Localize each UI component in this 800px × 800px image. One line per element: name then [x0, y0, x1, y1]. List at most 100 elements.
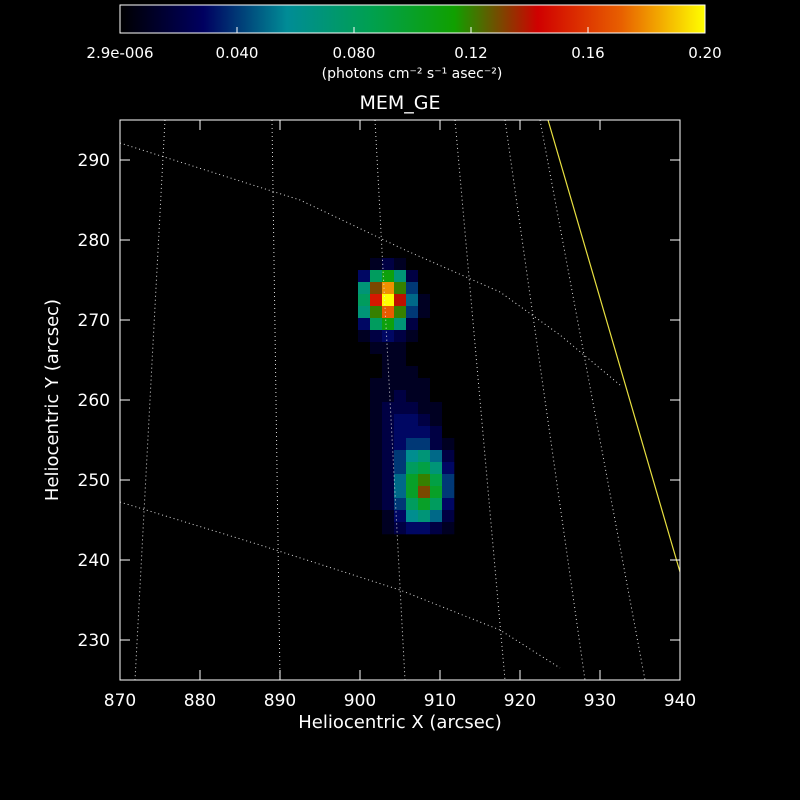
heatmap-cell	[370, 450, 383, 463]
heatmap-cell	[382, 450, 395, 463]
heatmap-cell	[394, 378, 407, 391]
heatmap-cell	[406, 378, 419, 391]
heatmap-cell	[382, 438, 395, 451]
heatmap-cell	[406, 498, 419, 511]
heatmap-cell	[370, 306, 383, 319]
heatmap-cell	[370, 426, 383, 439]
heatmap-cell	[394, 486, 407, 499]
heatmap-cell	[358, 366, 371, 379]
heatmap-cell	[370, 270, 383, 283]
heatmap-cell	[358, 522, 371, 535]
heatmap-cell	[370, 294, 383, 307]
heatmap-cell	[394, 318, 407, 331]
heatmap-cell	[430, 486, 443, 499]
heatmap-cell	[358, 510, 371, 523]
heatmap-cell	[418, 402, 431, 415]
heatmap-cell	[418, 318, 431, 331]
heatmap-cell	[394, 498, 407, 511]
heatmap-cell	[430, 354, 443, 367]
heatmap-cell	[430, 498, 443, 511]
heatmap-cell	[406, 474, 419, 487]
heatmap-cell	[358, 390, 371, 403]
x-axis-label: Heliocentric X (arcsec)	[298, 712, 501, 733]
heatmap-cell	[418, 294, 431, 307]
heatmap-cell	[418, 498, 431, 511]
heatmap-cell	[358, 270, 371, 283]
heatmap-cell	[442, 318, 455, 331]
heatmap-cell	[370, 522, 383, 535]
heatmap-cell	[370, 378, 383, 391]
heatmap-cell	[394, 294, 407, 307]
heatmap-cell	[430, 450, 443, 463]
solar-limb	[547, 119, 681, 573]
heatmap-cell	[406, 294, 419, 307]
heatmap-cell	[382, 294, 395, 307]
heatmap-cell	[358, 462, 371, 475]
heatmap-cell	[442, 354, 455, 367]
heatmap-cell	[418, 366, 431, 379]
heatmap-cell	[358, 378, 371, 391]
heatmap-cell	[394, 450, 407, 463]
heatmap-cell	[430, 366, 443, 379]
heatmap-cell	[358, 318, 371, 331]
colorbar-tick-label: 0.20	[688, 44, 721, 62]
chart-title: MEM_GE	[359, 92, 440, 114]
heatmap-cell	[406, 390, 419, 403]
heatmap-cell	[370, 486, 383, 499]
heatmap-cell	[394, 306, 407, 319]
heatmap-cell	[394, 282, 407, 295]
heatmap-cell	[442, 426, 455, 439]
x-tick-label: 910	[424, 691, 456, 711]
x-tick-label: 880	[184, 691, 216, 711]
heatmap-cell	[394, 330, 407, 343]
heatmap-cell	[430, 390, 443, 403]
heatmap-cell	[370, 498, 383, 511]
heatmap-cell	[394, 510, 407, 523]
heatmap-cell	[394, 474, 407, 487]
heatmap-cell	[382, 498, 395, 511]
heatmap-cell	[394, 270, 407, 283]
longitude-line	[271, 119, 281, 681]
heatmap-cell	[394, 522, 407, 535]
heatmap	[358, 258, 455, 535]
heatmap-cell	[406, 450, 419, 463]
heatmap-cell	[430, 258, 443, 271]
heatmap-cell	[442, 438, 455, 451]
heatmap-cell	[358, 342, 371, 355]
heatmap-cell	[442, 342, 455, 355]
heatmap-cell	[430, 522, 443, 535]
heatmap-cell	[358, 450, 371, 463]
heatmap-cell	[418, 270, 431, 283]
heatmap-cell	[382, 462, 395, 475]
heatmap-cell	[370, 390, 383, 403]
heatmap-cell	[358, 498, 371, 511]
heatmap-cell	[406, 342, 419, 355]
heatmap-cell	[430, 282, 443, 295]
heatmap-cell	[406, 522, 419, 535]
heatmap-cell	[382, 330, 395, 343]
longitude-line	[374, 119, 406, 681]
heatmap-cell	[394, 402, 407, 415]
heatmap-cell	[406, 306, 419, 319]
heatmap-cell	[370, 414, 383, 427]
heatmap-cell	[442, 366, 455, 379]
heatmap-cell	[430, 414, 443, 427]
heatmap-cell	[382, 474, 395, 487]
heatmap-cell	[370, 258, 383, 271]
heatmap-cell	[406, 462, 419, 475]
heatmap-cell	[358, 306, 371, 319]
heatmap-cell	[442, 282, 455, 295]
y-tick-label: 250	[78, 471, 110, 491]
longitude-line	[454, 119, 506, 681]
heatmap-cell	[370, 462, 383, 475]
heatmap-cell	[406, 282, 419, 295]
heatmap-cell	[406, 270, 419, 283]
heatmap-cell	[442, 306, 455, 319]
heatmap-cell	[406, 486, 419, 499]
heatmap-cell	[430, 402, 443, 415]
y-tick-label: 230	[78, 631, 110, 651]
y-tick-label: 270	[78, 311, 110, 331]
heatmap-cell	[382, 426, 395, 439]
y-tick-label: 240	[78, 551, 110, 571]
heatmap-cell	[418, 486, 431, 499]
